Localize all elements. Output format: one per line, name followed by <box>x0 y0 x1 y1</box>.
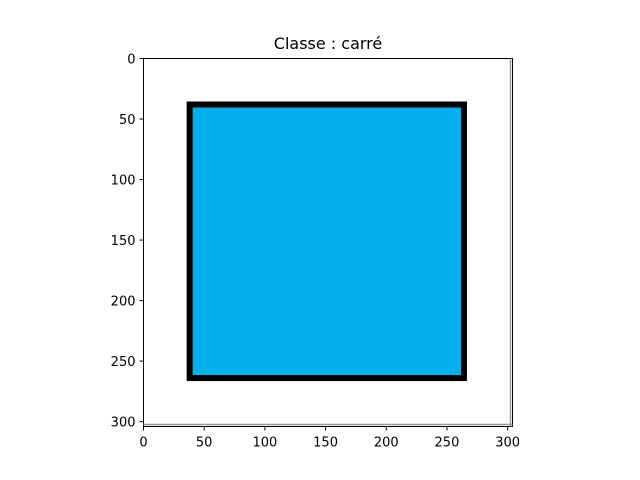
x-tick-label: 150 <box>313 436 338 451</box>
x-tick-label: 250 <box>435 436 460 451</box>
y-axis: 0 50 100 150 200 250 300 <box>111 53 144 431</box>
x-tick-label: 0 <box>139 436 147 451</box>
y-tick-label: 200 <box>111 295 136 310</box>
square-shape <box>186 101 467 382</box>
x-tick-label: 200 <box>374 436 399 451</box>
y-tick-label: 150 <box>111 234 136 249</box>
x-tick-label: 300 <box>495 436 520 451</box>
plot-area <box>143 58 513 427</box>
y-tick-label: 250 <box>111 355 136 370</box>
chart-title: Classe : carré <box>274 34 382 53</box>
axes-frame <box>143 58 513 427</box>
x-axis: 0 50 100 150 200 250 300 <box>139 426 520 451</box>
y-tick-label: 300 <box>111 416 136 431</box>
y-tick-label: 0 <box>127 53 135 68</box>
y-tick-label: 50 <box>119 113 136 128</box>
x-tick-label: 100 <box>252 436 277 451</box>
y-tick-label: 100 <box>111 174 136 189</box>
x-tick-label: 50 <box>196 436 213 451</box>
